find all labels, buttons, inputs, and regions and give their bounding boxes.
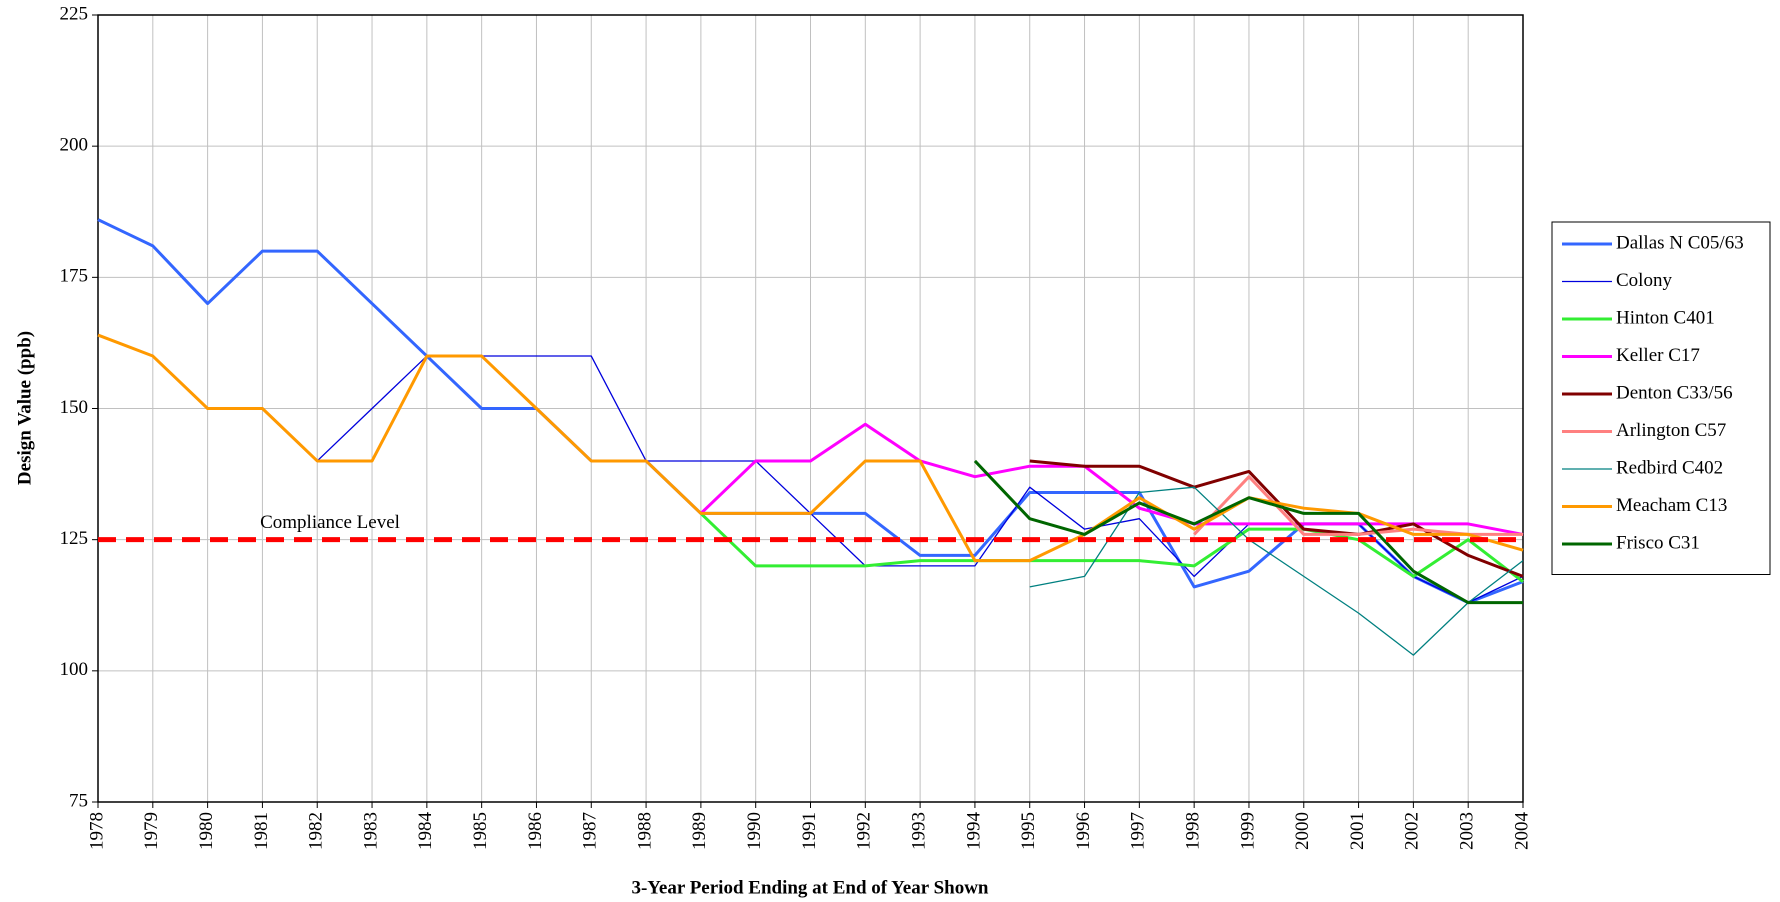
legend-label: Keller C17	[1616, 345, 1700, 366]
y-tick-label: 75	[69, 790, 88, 811]
x-tick-label: 2003	[1457, 812, 1478, 850]
series-line	[1029, 459, 1524, 578]
plot-frame	[97, 14, 1524, 803]
x-tick-label: 1995	[1018, 812, 1039, 850]
legend-label: Dallas N C05/63	[1616, 232, 1744, 253]
series-line	[699, 512, 1524, 583]
x-tick-label: 1999	[1237, 812, 1258, 850]
x-axis-title: 3-Year Period Ending at End of Year Show…	[631, 877, 988, 898]
x-tick-label: 1980	[196, 812, 217, 850]
series-line	[1029, 486, 1524, 656]
x-tick-label: 1993	[908, 812, 929, 850]
x-tick-label: 1978	[86, 812, 107, 850]
x-tick-label: 1990	[744, 812, 765, 850]
x-tick-label: 1981	[251, 812, 272, 850]
x-tick-label: 1984	[415, 812, 436, 851]
y-tick-label: 225	[60, 3, 89, 24]
x-tick-label: 1997	[1128, 812, 1149, 850]
compliance-label: Compliance Level	[260, 512, 400, 533]
legend-box	[1551, 221, 1771, 575]
series-line	[97, 333, 1524, 563]
y-tick-label: 175	[60, 266, 89, 287]
x-tick-label: 1982	[306, 812, 327, 850]
x-tick-label: 2002	[1402, 812, 1423, 850]
legend-label: Arlington C57	[1616, 420, 1726, 441]
x-tick-label: 1998	[1183, 812, 1204, 850]
x-tick-label: 1983	[360, 812, 381, 850]
legend-label: Colony	[1616, 270, 1672, 291]
x-tick-label: 2004	[1511, 812, 1532, 851]
x-tick-label: 1989	[689, 812, 710, 850]
x-tick-label: 1979	[141, 812, 162, 850]
y-tick-label: 125	[60, 528, 89, 549]
x-tick-label: 1996	[1073, 812, 1094, 850]
x-tick-label: 1992	[854, 812, 875, 850]
x-tick-label: 1986	[525, 812, 546, 850]
x-tick-label: 1987	[580, 812, 601, 850]
x-tick-label: 1988	[634, 812, 655, 850]
y-tick-label: 200	[60, 135, 89, 156]
legend-label: Frisco C31	[1616, 532, 1700, 553]
y-axis-title: Design Value (ppb)	[14, 331, 35, 485]
y-tick-label: 150	[60, 397, 89, 418]
y-tick-label: 100	[60, 659, 89, 680]
x-tick-label: 2001	[1347, 812, 1368, 850]
legend-label: Denton C33/56	[1616, 382, 1733, 403]
x-tick-label: 2000	[1292, 812, 1313, 850]
legend-label: Hinton C401	[1616, 307, 1715, 328]
series-line	[973, 459, 1523, 605]
x-tick-label: 1985	[470, 812, 491, 850]
x-tick-label: 1991	[799, 812, 820, 850]
legend-label: Redbird C402	[1616, 457, 1723, 478]
legend-label: Meacham C13	[1616, 495, 1727, 516]
x-tick-label: 1994	[963, 812, 984, 851]
